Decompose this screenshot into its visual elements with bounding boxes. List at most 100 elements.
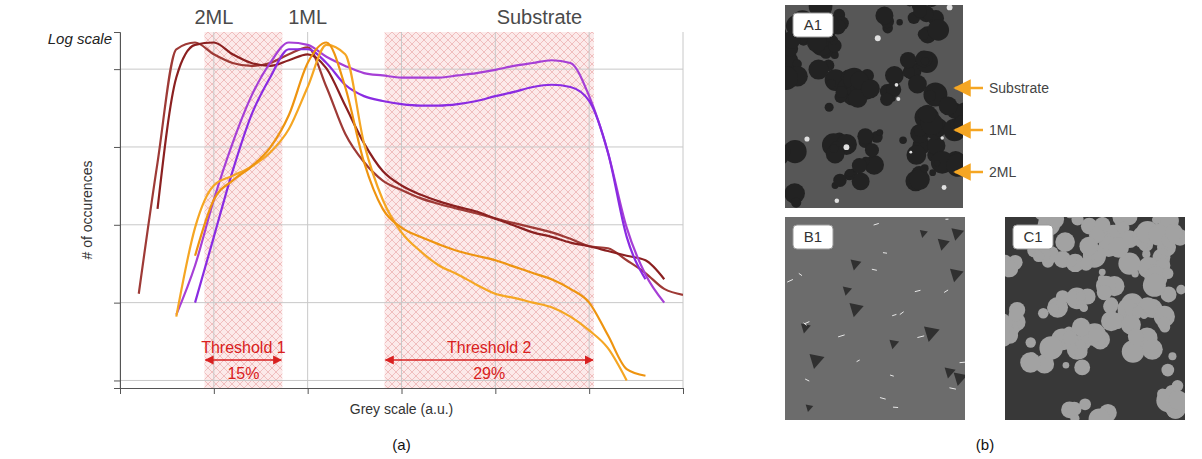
texture	[1161, 364, 1174, 377]
texture	[809, 354, 824, 369]
texture	[876, 129, 883, 136]
texture	[861, 79, 880, 98]
texture	[918, 29, 929, 40]
texture	[1063, 362, 1070, 369]
region-label: 1ML	[288, 6, 327, 28]
texture	[825, 103, 834, 112]
texture	[918, 105, 936, 123]
grid-line-x	[213, 32, 214, 388]
texture	[851, 260, 862, 271]
texture	[939, 96, 958, 115]
micrograph	[785, 5, 963, 208]
texture	[921, 57, 929, 65]
x-tick	[308, 388, 309, 394]
texture	[875, 35, 881, 41]
texture	[785, 67, 798, 90]
texture	[885, 66, 904, 85]
texture	[1067, 402, 1081, 416]
y-tick	[114, 380, 120, 381]
texture	[1115, 222, 1123, 230]
texture	[900, 52, 916, 68]
texture	[951, 228, 964, 241]
texture	[909, 151, 912, 154]
callout-arrow	[955, 129, 983, 132]
texture	[1101, 311, 1121, 331]
texture	[908, 75, 927, 94]
y-tick-mark	[114, 69, 120, 70]
texture	[1169, 390, 1185, 409]
texture	[960, 362, 965, 364]
image-ground	[1005, 217, 1185, 420]
texture	[1176, 285, 1185, 295]
series-line	[195, 49, 645, 302]
series-line	[195, 42, 645, 375]
x-tick	[402, 388, 403, 394]
texture	[1080, 304, 1089, 313]
texture	[916, 51, 933, 68]
texture	[843, 287, 852, 296]
y-tick-mark	[114, 380, 120, 381]
texture	[1089, 408, 1110, 420]
grid-line-y	[120, 302, 683, 303]
texture	[906, 145, 926, 165]
x-tick-mark	[308, 388, 309, 394]
texture	[917, 336, 924, 338]
image-label: C1	[1023, 228, 1042, 245]
grid-line-y	[120, 69, 683, 70]
texture	[852, 158, 867, 173]
texture	[801, 324, 811, 334]
texture	[938, 239, 950, 251]
callout-arrow	[955, 171, 983, 174]
texture	[1038, 308, 1049, 319]
texture	[1080, 257, 1093, 270]
texture	[920, 230, 928, 238]
texture	[835, 199, 840, 204]
callout-arrow	[955, 87, 983, 90]
x-tick-mark	[589, 388, 590, 394]
x-axis-title: Grey scale (a.u.)	[350, 401, 453, 417]
texture	[804, 136, 809, 141]
texture	[900, 312, 904, 315]
x-axis	[121, 388, 684, 394]
texture	[849, 303, 863, 317]
callout-label: 2ML	[989, 164, 1016, 180]
micrograph	[1005, 217, 1185, 420]
callout-label: 1ML	[989, 122, 1016, 138]
image-ground	[785, 217, 965, 420]
texture	[944, 290, 948, 292]
texture	[941, 136, 944, 139]
texture	[950, 269, 964, 283]
grid	[120, 32, 683, 388]
image-label-box	[1013, 225, 1053, 249]
texture	[1005, 260, 1018, 277]
lines	[139, 42, 683, 380]
texture	[872, 269, 877, 270]
texture	[785, 146, 789, 165]
texture	[949, 388, 956, 389]
texture	[1079, 237, 1098, 256]
texture	[1033, 251, 1044, 262]
texture	[1020, 352, 1040, 372]
texture	[1047, 303, 1059, 315]
x-tick	[683, 388, 684, 394]
region-label: 2ML	[194, 6, 233, 28]
y-tick-mark	[114, 303, 120, 304]
texture	[921, 164, 929, 172]
y-tick-mark	[114, 147, 120, 148]
figure: 2ML1MLSubstrateLog scale# of occurencesG…	[0, 0, 1202, 459]
y-tick	[114, 303, 120, 304]
texture	[1162, 268, 1173, 279]
texture	[1142, 339, 1163, 360]
x-tick-mark	[214, 388, 215, 394]
x-axis-line	[121, 389, 684, 395]
texture	[791, 197, 801, 207]
image-label-box	[793, 225, 833, 249]
texture	[1066, 256, 1076, 266]
image-label: B1	[804, 228, 822, 245]
texture	[1132, 296, 1140, 304]
texture	[909, 169, 930, 190]
texture	[1055, 232, 1075, 252]
texture	[785, 27, 786, 37]
texture	[804, 323, 807, 325]
panel-caption: (b)	[976, 436, 994, 453]
